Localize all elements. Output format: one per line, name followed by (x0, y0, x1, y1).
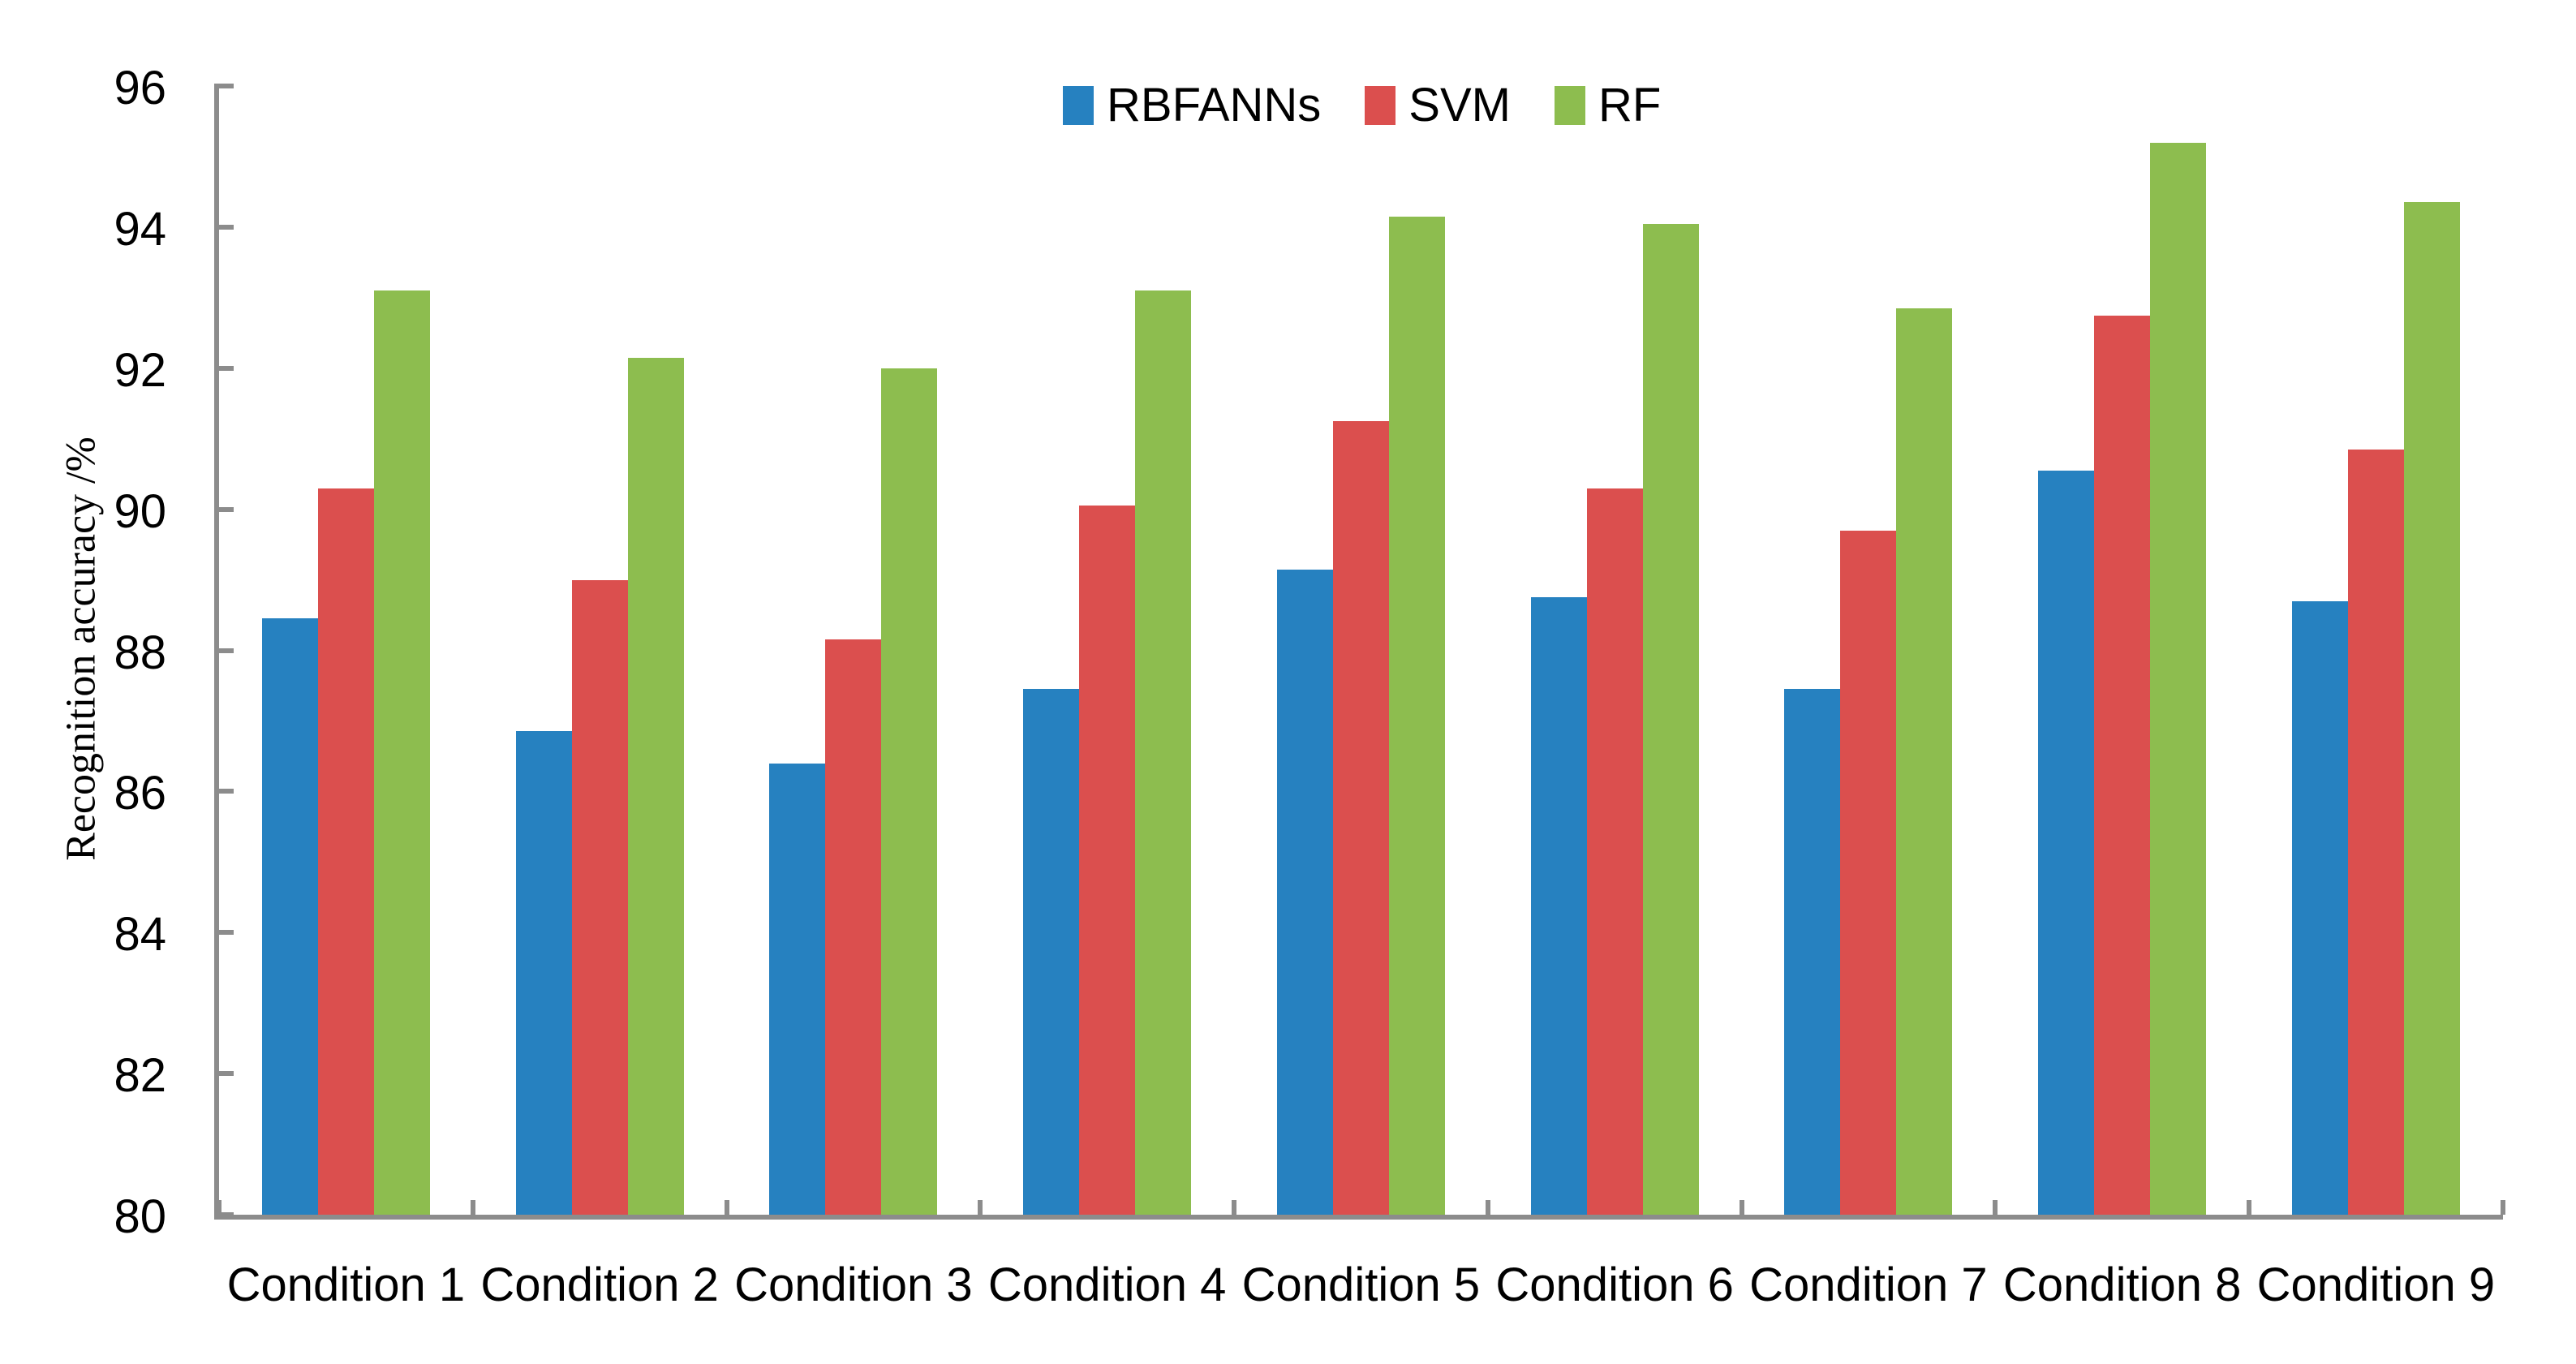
bar-svm-condition-8 (2094, 315, 2151, 1215)
bar-rbfanns-condition-7 (1784, 689, 1841, 1215)
y-tick-label: 84 (114, 908, 166, 962)
y-tick (219, 789, 234, 794)
bar-rf-condition-1 (373, 290, 430, 1215)
legend-swatch-rf (1554, 86, 1585, 125)
bar-rf-condition-5 (1388, 216, 1445, 1215)
bar-rf-condition-7 (1896, 308, 1953, 1215)
bar-svm-condition-3 (825, 639, 882, 1215)
legend: RBFANNs SVM RF (1063, 81, 1661, 130)
bar-rf-condition-3 (881, 368, 938, 1215)
x-axis-label-condition-3: Condition 3 (734, 1259, 973, 1311)
y-tick-label: 88 (114, 626, 166, 679)
x-axis-label-condition-8: Condition 8 (2002, 1259, 2242, 1311)
legend-swatch-rbfanns (1063, 86, 1094, 125)
bar-rbfanns-condition-8 (2038, 470, 2095, 1215)
y-tick (219, 224, 234, 230)
x-axis-label-condition-6: Condition 6 (1495, 1259, 1734, 1311)
y-tick-label: 94 (114, 202, 166, 256)
bar-rbfanns-condition-4 (1023, 689, 1080, 1215)
y-tick (219, 648, 234, 653)
legend-label-rbfanns: RBFANNs (1107, 79, 1322, 131)
x-axis-label-condition-4: Condition 4 (987, 1259, 1227, 1311)
bar-svm-condition-2 (571, 579, 628, 1215)
y-tick (219, 365, 234, 371)
bar-rf-condition-8 (2150, 142, 2207, 1215)
legend-item-rf: RF (1554, 79, 1662, 131)
bar-rf-condition-4 (1135, 290, 1192, 1215)
x-tick (1485, 1200, 1490, 1215)
x-tick (978, 1200, 983, 1215)
bar-svm-condition-9 (2347, 449, 2404, 1215)
x-axis-label-condition-7: Condition 7 (1749, 1259, 1988, 1311)
bar-rbfanns-condition-2 (515, 731, 572, 1215)
x-axis-line (214, 1215, 2503, 1220)
y-tick (219, 1071, 234, 1077)
bar-svm-condition-1 (317, 488, 374, 1215)
x-axis-label-condition-9: Condition 9 (2256, 1259, 2496, 1311)
x-tick (1232, 1200, 1236, 1215)
legend-item-rbfanns: RBFANNs (1063, 81, 1321, 130)
bar-svm-condition-6 (1586, 488, 1643, 1215)
legend-item-svm: SVM (1365, 81, 1511, 130)
bar-rf-condition-2 (627, 357, 684, 1215)
x-tick (1993, 1200, 1998, 1215)
x-tick (724, 1200, 729, 1215)
y-tick (219, 84, 234, 88)
bar-svm-condition-5 (1332, 420, 1389, 1215)
x-tick (217, 1200, 221, 1215)
y-tick-label: 86 (114, 767, 166, 820)
y-tick (219, 1212, 234, 1217)
y-tick-label: 90 (114, 484, 166, 538)
legend-label-svm: SVM (1408, 79, 1511, 131)
bar-svm-condition-7 (1840, 530, 1897, 1215)
x-tick (1739, 1200, 1744, 1215)
y-axis-line (214, 84, 219, 1220)
bar-rf-condition-9 (2403, 202, 2460, 1215)
bar-rf-condition-6 (1642, 223, 1699, 1215)
y-tick-label: 92 (114, 343, 166, 397)
x-axis-label-condition-2: Condition 2 (480, 1259, 719, 1311)
y-tick (219, 930, 234, 936)
bar-svm-condition-4 (1079, 506, 1136, 1215)
bar-rbfanns-condition-5 (1276, 569, 1333, 1215)
legend-label-rf: RF (1598, 79, 1662, 131)
x-axis-label-condition-5: Condition 5 (1241, 1259, 1481, 1311)
x-tick (2500, 1200, 2505, 1215)
bar-rbfanns-condition-1 (261, 618, 318, 1215)
legend-swatch-svm (1365, 86, 1396, 125)
x-tick (2247, 1200, 2251, 1215)
bar-rbfanns-condition-6 (1530, 597, 1587, 1215)
y-tick (219, 506, 234, 512)
y-tick-label: 96 (114, 62, 166, 114)
bar-rbfanns-condition-9 (2291, 600, 2348, 1215)
y-tick-label: 82 (114, 1049, 166, 1103)
bar-rbfanns-condition-3 (769, 763, 826, 1215)
x-axis-label-condition-1: Condition 1 (226, 1259, 466, 1311)
y-tick-label: 80 (114, 1190, 166, 1243)
x-tick (470, 1200, 475, 1215)
